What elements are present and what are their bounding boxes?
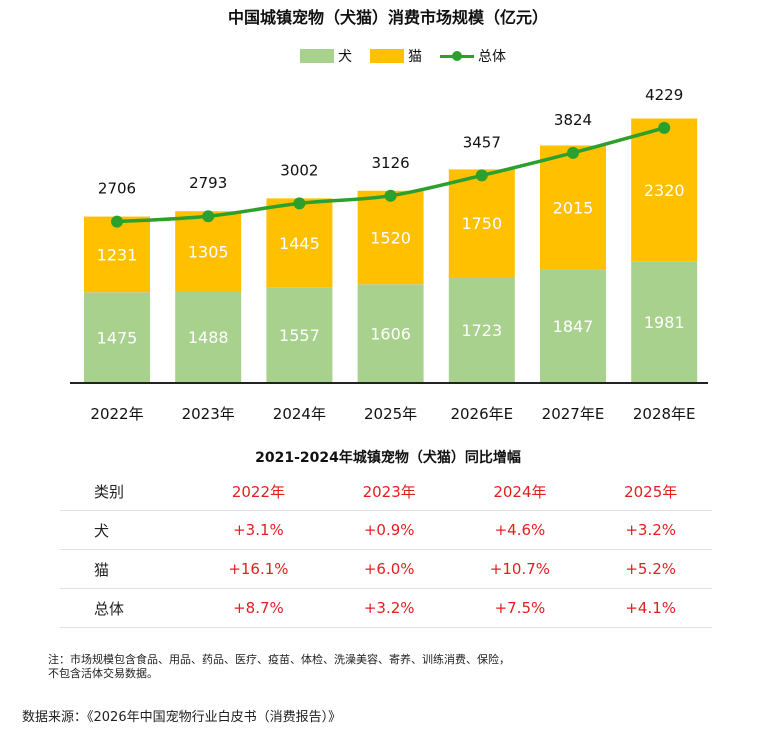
x-tick-label: 2028年E: [633, 405, 696, 423]
row-label: 猫: [60, 549, 189, 589]
chart-title: 中国城镇宠物（犬猫）消费市场规模（亿元）: [227, 8, 548, 27]
table-title: 2021-2024年城镇宠物（犬猫）同比增幅: [255, 450, 521, 466]
x-tick-label: 2022年: [90, 405, 143, 423]
bar-cat: [175, 211, 242, 292]
table-row: 猫 +16.1% +6.0% +10.7% +5.2%: [60, 549, 712, 589]
bar-dog: [357, 284, 424, 383]
legend-item-cat: 猫: [370, 46, 422, 66]
header-year-2024: 2024年: [450, 472, 590, 511]
table-row: 总体 +8.7% +3.2% +7.5% +4.1%: [60, 588, 712, 628]
table-cell: +16.1%: [189, 549, 328, 589]
table-cell: +4.1%: [589, 588, 712, 628]
data-label-total: 2706: [98, 180, 136, 198]
data-label-cat: 2320: [644, 181, 685, 200]
footnote-line-2: 不包含活体交易数据。: [48, 667, 158, 680]
bar-cat: [631, 118, 698, 262]
data-label-dog: 1475: [97, 329, 138, 348]
legend-item-dog: 犬: [300, 46, 352, 66]
bar-dog: [266, 287, 333, 383]
table-cell: +0.9%: [327, 510, 451, 550]
data-label-dog: 1981: [644, 313, 685, 332]
data-label-dog: 1847: [553, 317, 594, 336]
data-label-cat: 1305: [188, 242, 229, 261]
bar-cat: [540, 145, 606, 270]
data-label-dog: 1488: [188, 328, 229, 347]
legend-label-dog: 犬: [338, 49, 352, 65]
data-label-dog: 1557: [279, 326, 320, 345]
bar-dog: [448, 277, 515, 383]
data-label-cat: 1445: [279, 234, 320, 253]
footnote-line-1: 注：市场规模包含食品、用品、药品、医疗、疫苗、体检、洗澡美容、寄养、训练消费、保…: [48, 653, 510, 666]
line-point-total: [293, 197, 306, 210]
line-point-total: [202, 210, 215, 223]
bar-cat: [448, 169, 515, 278]
footnote: 注：市场规模包含食品、用品、药品、医疗、疫苗、体检、洗澡美容、寄养、训练消费、保…: [48, 653, 688, 681]
x-tick-label: 2026年E: [450, 405, 513, 423]
data-label-total: 3824: [554, 111, 592, 129]
table-cell: +10.7%: [450, 549, 590, 589]
bar-dog: [175, 291, 242, 383]
bar-cat: [84, 216, 150, 293]
bar-cat: [266, 198, 333, 288]
data-label-total: 3126: [372, 154, 410, 172]
bar-dog: [631, 261, 698, 383]
table-cell: +6.0%: [327, 549, 451, 589]
line-point-total: [567, 146, 579, 159]
x-tick-label: 2025年: [364, 405, 417, 423]
data-label-total: 4229: [645, 86, 683, 104]
data-label-cat: 1231: [97, 245, 138, 264]
data-label-total: 2793: [189, 174, 227, 192]
data-label-cat: 1750: [461, 214, 502, 233]
row-label: 犬: [60, 510, 189, 550]
table-cell: +4.6%: [450, 510, 590, 550]
chart-plot: 1475 1231 2022年 2706 1488 1305 2023年 2793 1557 14…: [70, 86, 708, 423]
x-tick-label: 2023年: [182, 405, 235, 423]
table-cell: +5.2%: [589, 549, 712, 589]
growth-table: 类别 2022年 2023年 2024年 2025年 犬 +3.1% +0.9%…: [60, 472, 712, 628]
chart-legend: 犬 猫 总体: [300, 46, 524, 66]
legend-swatch-dog: [300, 49, 334, 63]
data-label-cat: 2015: [553, 198, 594, 217]
legend-swatch-total: [440, 49, 474, 63]
header-category: 类别: [60, 472, 189, 511]
data-label-cat: 1520: [370, 228, 411, 247]
table-cell: +3.2%: [327, 588, 451, 628]
line-point-total: [658, 121, 671, 134]
header-year-2023: 2023年: [327, 472, 451, 511]
legend-label-cat: 猫: [408, 49, 422, 65]
table-cell: +3.1%: [189, 510, 328, 550]
line-point-total: [384, 189, 397, 202]
legend-label-total: 总体: [478, 49, 506, 65]
bar-cat: [357, 190, 424, 285]
table-cell: +3.2%: [589, 510, 712, 550]
legend-swatch-cat: [370, 49, 404, 63]
data-label-dog: 1606: [370, 325, 411, 344]
data-source: 数据来源：《2026年中国宠物行业白皮书（消费报告）》: [22, 710, 342, 725]
x-tick-label: 2027年E: [542, 405, 605, 423]
row-label: 总体: [60, 588, 189, 628]
legend-item-total: 总体: [440, 46, 506, 66]
bar-dog: [540, 269, 606, 383]
data-label-total: 3457: [463, 133, 501, 151]
data-label-dog: 1723: [461, 321, 502, 340]
header-year-2025: 2025年: [589, 472, 712, 511]
table-row: 犬 +3.1% +0.9% +4.6% +3.2%: [60, 510, 712, 550]
x-tick-label: 2024年: [273, 405, 326, 423]
line-point-total: [475, 169, 488, 182]
header-year-2022: 2022年: [189, 472, 328, 511]
data-label-total: 3002: [280, 161, 318, 179]
table-header-row: 类别 2022年 2023年 2024年 2025年: [60, 472, 712, 511]
table-cell: +8.7%: [189, 588, 328, 628]
table-cell: +7.5%: [450, 588, 590, 628]
line-point-total: [111, 215, 123, 228]
bar-dog: [84, 292, 150, 383]
